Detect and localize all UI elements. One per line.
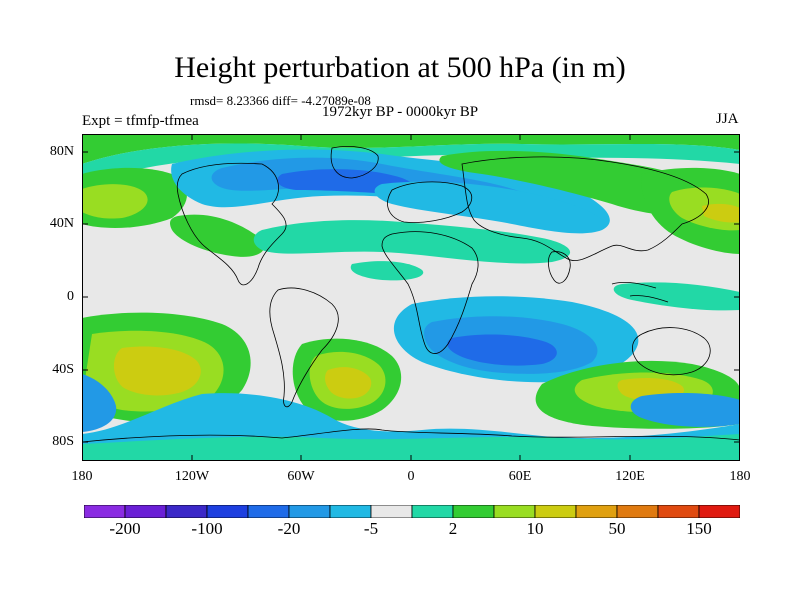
lat-label-80s: 80S xyxy=(52,434,74,449)
colorbar-swatch xyxy=(288,505,331,518)
period-label: 1972kyr BP - 0000kyr BP xyxy=(321,104,479,120)
lon-label-120e: 120E xyxy=(615,469,645,484)
colorbar-swatch xyxy=(452,505,495,518)
contour-region-tropic-teal-1 xyxy=(350,261,424,281)
colorbar xyxy=(84,505,740,518)
colorbar-label: 2 xyxy=(448,519,458,538)
contour-region-sindian-core xyxy=(447,334,557,366)
map-panel xyxy=(82,134,740,461)
coast-indonesia xyxy=(611,281,669,303)
colorbar-swatch xyxy=(84,505,126,518)
colorbar-label: -5 xyxy=(363,519,379,538)
map-title: Height perturbation at 500 hPa (in m) xyxy=(174,51,626,84)
colorbar-swatch xyxy=(329,505,372,518)
contour-region-spacific-blue xyxy=(82,374,117,432)
colorbar-label: 50 xyxy=(608,519,626,538)
lat-label-40s: 40S xyxy=(52,362,74,377)
coast-australia xyxy=(632,327,711,376)
colorbar-swatch xyxy=(534,505,577,518)
contour-region-us-green xyxy=(170,214,265,257)
season-label: JJA xyxy=(716,111,739,127)
colorbar-swatch xyxy=(575,505,618,518)
contour-region-spolar-teal xyxy=(82,434,740,461)
contour-region-epacific-gold xyxy=(702,203,740,223)
rmsd-diff-stats: rmsd= 8.23366 diff= -4.27089e-08 xyxy=(190,93,371,108)
contour-region-arctic-green xyxy=(82,134,740,164)
colorbar-swatch xyxy=(165,505,208,518)
contour-region-eurasia-blue xyxy=(374,181,604,234)
colorbar-swatch xyxy=(411,505,454,518)
colorbar-label: 10 xyxy=(526,519,544,538)
colorbar-swatch xyxy=(206,505,249,518)
colorbar-swatch xyxy=(493,505,536,518)
contour-region-antarctic-blue xyxy=(630,393,740,427)
lat-label-40n: 40N xyxy=(49,216,74,231)
coast-south-america xyxy=(269,287,339,408)
contour-region-spacific-gold xyxy=(113,346,201,396)
colorbar-swatch xyxy=(247,505,290,518)
experiment-label: Expt = tfmfp-tfmea xyxy=(82,113,199,129)
coast-north-america xyxy=(176,162,287,286)
lon-label-60w: 60W xyxy=(287,469,315,484)
lon-label-180w: 180 xyxy=(71,469,93,484)
colorbar-label: -100 xyxy=(191,519,223,538)
contour-region-satlantic-gold xyxy=(325,367,372,399)
lat-label-80n: 80N xyxy=(49,144,74,159)
lat-label-0: 0 xyxy=(67,289,74,304)
colorbar-label: 150 xyxy=(686,519,712,538)
lon-label-120w: 120W xyxy=(174,469,210,484)
colorbar-swatch xyxy=(616,505,659,518)
lon-label-0: 0 xyxy=(407,469,415,484)
contour-region-tropic-teal-2 xyxy=(613,282,740,311)
coast-europe xyxy=(387,181,473,223)
colorbar-label: -200 xyxy=(109,519,141,538)
contour-region-npacific-core xyxy=(82,184,148,219)
coast-india xyxy=(548,251,571,284)
lon-label-60e: 60E xyxy=(508,469,532,484)
lon-label-180e: 180 xyxy=(729,469,751,484)
colorbar-swatch xyxy=(370,505,413,518)
coast-asia xyxy=(461,156,709,262)
coast-antarctica xyxy=(82,428,740,443)
coastlines xyxy=(82,146,740,443)
contour-map xyxy=(82,134,740,461)
colorbar-swatch xyxy=(698,505,740,518)
colorbar-swatch xyxy=(657,505,700,518)
colorbar-swatch xyxy=(124,505,167,518)
coast-greenland xyxy=(330,146,379,179)
colorbar-label: -20 xyxy=(277,519,301,538)
axis-ticks xyxy=(82,134,740,461)
coast-africa xyxy=(381,231,479,354)
